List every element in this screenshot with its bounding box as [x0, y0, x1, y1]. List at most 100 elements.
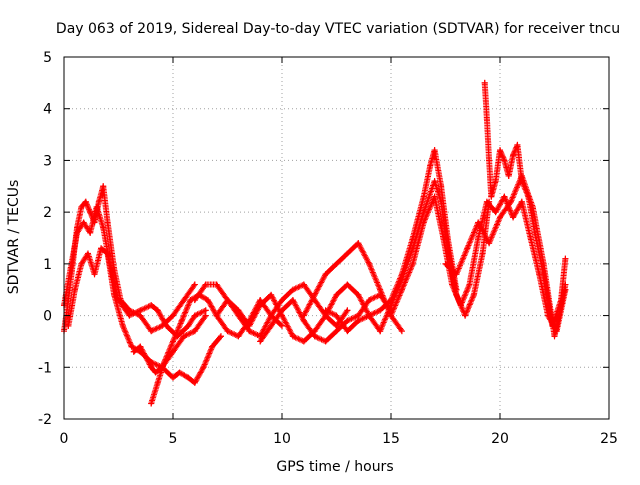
data-point — [333, 328, 340, 335]
data-point — [289, 333, 296, 340]
data-point — [377, 286, 384, 293]
data-point — [95, 198, 102, 205]
data-point — [551, 333, 558, 340]
data-point — [300, 281, 307, 288]
data-point — [148, 302, 155, 309]
data-point — [322, 271, 329, 278]
data-point — [475, 235, 482, 241]
y-tick-label: 3 — [43, 153, 52, 169]
data-point — [279, 322, 285, 329]
data-point — [200, 364, 207, 371]
data-point — [246, 328, 253, 335]
data-point — [268, 322, 275, 329]
data-point — [440, 235, 447, 241]
data-point — [377, 328, 384, 335]
data-point — [562, 255, 569, 262]
data-point — [344, 250, 351, 257]
data-point — [71, 286, 78, 293]
data-point — [366, 312, 373, 319]
data-point — [180, 333, 187, 340]
data-point — [366, 260, 373, 267]
data-point — [431, 147, 438, 154]
data-point — [333, 312, 340, 319]
data-point — [170, 348, 176, 355]
data-point — [137, 343, 144, 350]
data-point — [483, 116, 490, 123]
x-tick-label: 15 — [382, 431, 400, 447]
data-point — [80, 219, 87, 226]
data-point — [82, 198, 89, 205]
data-point — [235, 333, 242, 340]
data-point — [479, 250, 486, 257]
data-point — [257, 297, 264, 304]
data-point — [257, 302, 264, 309]
y-tick-label: 1 — [43, 257, 52, 273]
data-point — [185, 374, 192, 381]
data-point — [154, 307, 161, 314]
x-tick-label: 20 — [491, 431, 509, 447]
data-point — [137, 312, 144, 319]
data-point — [104, 219, 111, 226]
data-point — [213, 312, 220, 319]
data-point — [562, 281, 569, 288]
data-point — [510, 152, 517, 159]
data-point — [74, 229, 81, 236]
data-point — [457, 302, 464, 309]
data-point — [191, 312, 198, 319]
data-point — [78, 203, 85, 210]
data-point — [507, 198, 514, 205]
data-point — [322, 307, 329, 314]
data-point — [344, 328, 351, 335]
data-point — [289, 286, 296, 293]
data-point — [170, 312, 176, 319]
data-point — [279, 297, 285, 304]
data-point — [453, 271, 460, 278]
y-tick-label: -1 — [38, 360, 52, 376]
data-point — [420, 193, 427, 200]
data-series — [61, 79, 569, 407]
data-point — [344, 317, 351, 324]
y-tick-label: -2 — [38, 412, 52, 428]
x-tick-label: 25 — [600, 431, 618, 447]
series-track-14 — [442, 172, 569, 340]
data-point — [209, 343, 216, 350]
data-point — [191, 379, 198, 386]
data-point — [529, 203, 536, 210]
data-point — [355, 317, 362, 324]
data-point — [217, 333, 224, 340]
data-point — [518, 172, 525, 179]
data-point — [300, 338, 307, 345]
data-point — [475, 219, 482, 226]
data-point — [486, 240, 493, 247]
data-point — [137, 307, 144, 314]
data-point — [202, 312, 209, 319]
series-track-4 — [130, 333, 224, 386]
y-tick-label: 0 — [43, 309, 52, 325]
data-point — [204, 297, 211, 304]
data-point — [202, 281, 209, 288]
data-point — [130, 348, 137, 355]
data-point — [322, 312, 329, 319]
data-point — [470, 291, 477, 298]
data-point — [163, 322, 170, 329]
data-point — [257, 338, 264, 345]
data-point — [501, 157, 508, 164]
data-point — [420, 219, 427, 226]
data-point — [191, 297, 198, 304]
data-point — [268, 312, 275, 319]
y-tick-label: 2 — [43, 205, 52, 221]
data-point — [180, 297, 187, 304]
data-point — [235, 307, 242, 314]
data-point — [322, 338, 329, 345]
data-point — [462, 312, 469, 319]
data-point — [481, 79, 488, 86]
x-tick-label: 10 — [273, 431, 291, 447]
data-point — [104, 250, 111, 257]
plot-frame — [63, 56, 610, 420]
data-point — [497, 214, 503, 221]
data-point — [119, 322, 126, 329]
data-point — [87, 229, 94, 236]
chart-title: Day 063 of 2019, Sidereal Day-to-day VTE… — [56, 21, 620, 37]
data-point — [126, 312, 133, 319]
